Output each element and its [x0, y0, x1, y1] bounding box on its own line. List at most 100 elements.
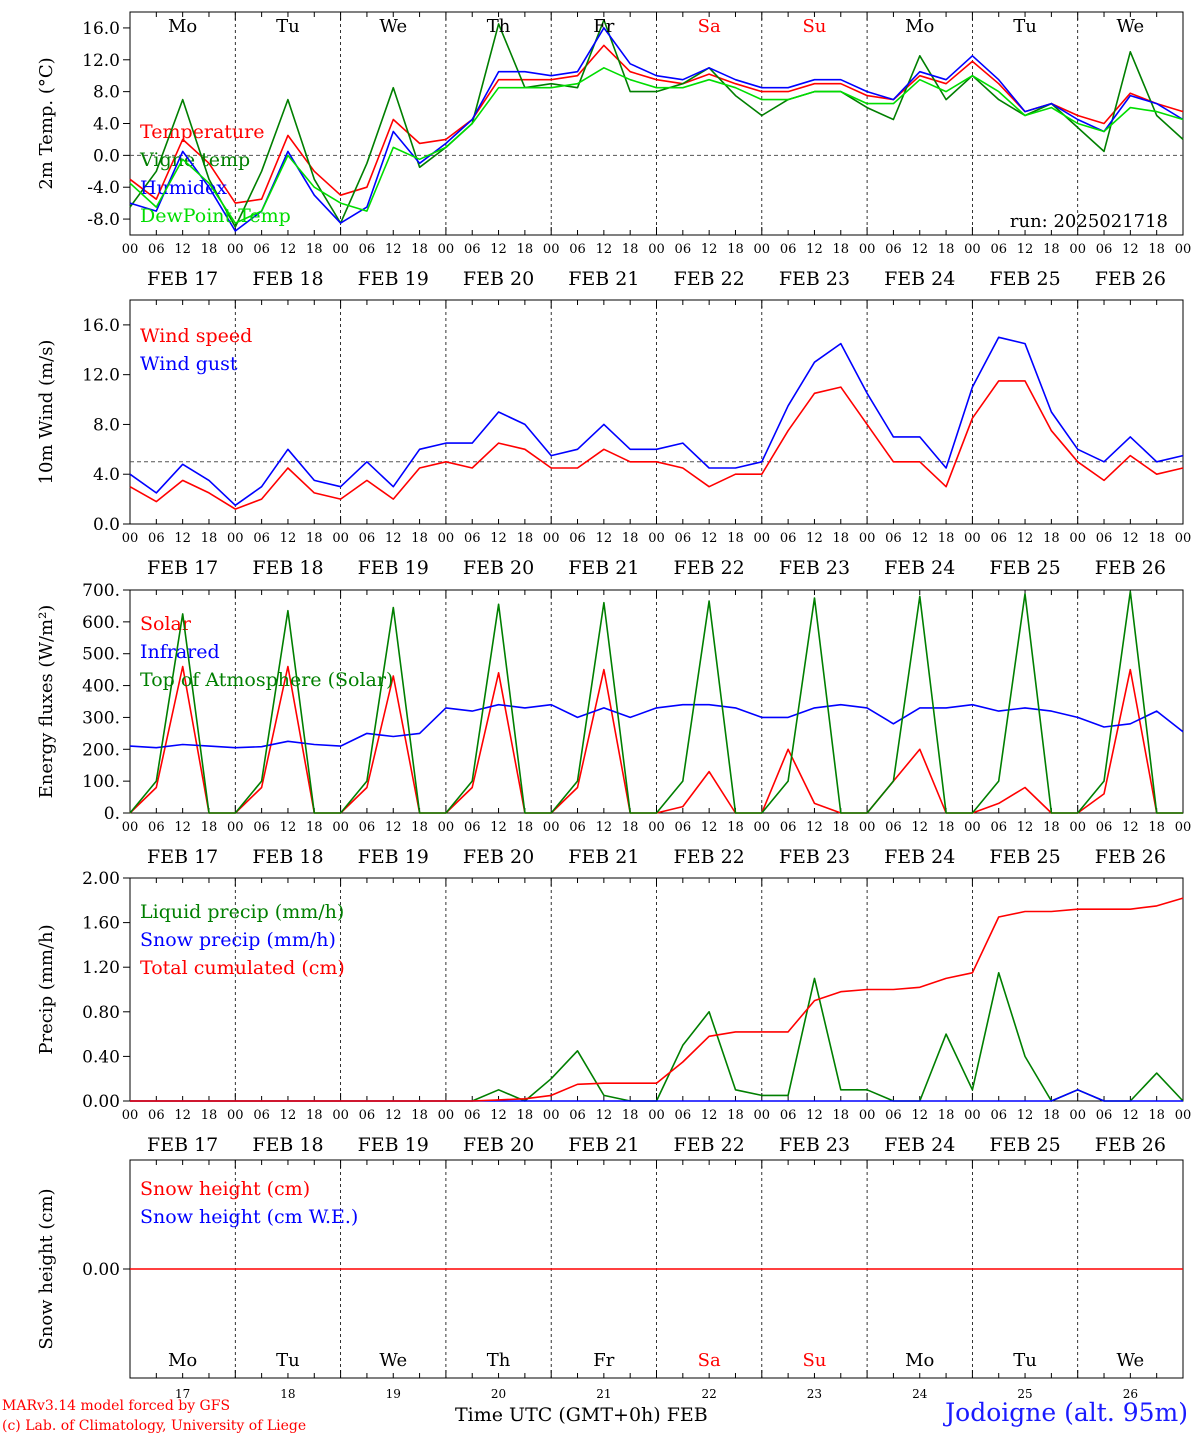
x-hour-label: 00 — [122, 1108, 139, 1123]
x-hour-label: 06 — [359, 1108, 376, 1123]
x-hour-label: 18 — [201, 1108, 218, 1123]
x-date-label: FEB 22 — [674, 1134, 745, 1156]
x-hour-label: 06 — [885, 1108, 902, 1123]
x-hour-label: 06 — [990, 531, 1007, 546]
x-hour-label: 00 — [648, 242, 665, 257]
x-hour-label: 00 — [332, 242, 349, 257]
x-hour-label: 00 — [859, 820, 876, 835]
x-hour-label: 12 — [806, 531, 823, 546]
x-hour-label: 00 — [1175, 531, 1192, 546]
x-hour-label: 12 — [280, 531, 297, 546]
x-hour-label: 18 — [938, 1108, 955, 1123]
x-hour-label: 00 — [964, 531, 981, 546]
x-date-label: FEB 17 — [147, 1134, 218, 1156]
legend-entry: Liquid precip (mm/h) — [140, 901, 344, 923]
x-hour-label: 12 — [385, 242, 402, 257]
x-hour-label: 06 — [148, 820, 165, 835]
x-hour-label: 00 — [332, 531, 349, 546]
x-hour-label: 18 — [306, 820, 323, 835]
x-hour-label: 12 — [1017, 820, 1034, 835]
x-hour-label: 00 — [438, 820, 455, 835]
x-hour-label: 00 — [754, 242, 771, 257]
y-tick-label: 8.0 — [93, 83, 120, 103]
y-tick-label: 12.0 — [82, 51, 120, 71]
x-hour-label: 00 — [859, 1108, 876, 1123]
day-number-label: 26 — [1123, 1387, 1138, 1398]
series-line — [129, 44, 1184, 204]
x-hour-label: 06 — [569, 531, 586, 546]
x-hour-label: 06 — [464, 1108, 481, 1123]
x-hour-label: 00 — [543, 242, 560, 257]
x-date-label: FEB 18 — [252, 557, 323, 579]
weekday-label: Mo — [905, 16, 934, 37]
x-hour-label: 00 — [648, 531, 665, 546]
x-hour-label: 06 — [1096, 1108, 1113, 1123]
series-line — [129, 590, 1183, 814]
y-tick-label: 0.40 — [82, 1047, 120, 1067]
x-hour-label: 06 — [253, 242, 270, 257]
panel-frame — [129, 589, 1184, 814]
x-hour-label: 12 — [1017, 242, 1034, 257]
x-date-label: FEB 18 — [252, 1134, 323, 1156]
x-hour-label: 12 — [806, 1108, 823, 1123]
x-hour-label: 06 — [885, 531, 902, 546]
x-hour-label: 18 — [1043, 1108, 1060, 1123]
y-tick-label: 0.0 — [93, 515, 120, 535]
x-hour-label: 00 — [543, 1108, 560, 1123]
x-hour-label: 18 — [938, 531, 955, 546]
day-number-label: 21 — [596, 1387, 611, 1398]
x-hour-label: 12 — [911, 820, 928, 835]
x-hour-label: 18 — [833, 1108, 850, 1123]
y-tick-label: 4.0 — [93, 115, 120, 135]
x-hour-label: 12 — [385, 1108, 402, 1123]
x-hour-label: 12 — [490, 531, 507, 546]
x-hour-label: 12 — [1122, 820, 1139, 835]
x-hour-label: 06 — [148, 1108, 165, 1123]
x-date-label: FEB 21 — [568, 846, 639, 868]
series-line — [129, 27, 1184, 232]
weekday-label: Tu — [276, 16, 300, 37]
weekday-label: Fr — [593, 16, 614, 37]
panel-frame — [129, 11, 1184, 236]
legend-entry: Solar — [140, 613, 192, 635]
x-date-label: FEB 24 — [884, 268, 955, 290]
x-date-label: FEB 20 — [463, 846, 534, 868]
x-hour-label: 18 — [411, 1108, 428, 1123]
y-tick-label: 1.60 — [82, 914, 120, 934]
x-hour-label: 00 — [438, 242, 455, 257]
time-axis-label: Time UTC (GMT+0h) — [455, 1404, 661, 1426]
x-hour-label: 00 — [964, 820, 981, 835]
x-hour-label: 00 — [1069, 531, 1086, 546]
series-line — [130, 897, 1184, 1102]
x-hour-label: 06 — [990, 242, 1007, 257]
y-tick-label: 600. — [82, 613, 120, 633]
x-hour-label: 18 — [622, 242, 639, 257]
x-hour-label: 18 — [1148, 820, 1165, 835]
x-hour-label: 18 — [411, 242, 428, 257]
x-hour-label: 00 — [859, 242, 876, 257]
weekday-label: Th — [487, 1350, 511, 1371]
x-hour-label: 18 — [201, 531, 218, 546]
y-axis-label: Snow height (cm) — [36, 1188, 57, 1349]
x-date-label: FEB 23 — [779, 1134, 850, 1156]
x-date-label: FEB 18 — [252, 846, 323, 868]
x-hour-label: 12 — [174, 242, 191, 257]
run-annotation: run: 2025021718 — [1010, 211, 1168, 232]
x-hour-label: 00 — [227, 820, 244, 835]
x-hour-label: 06 — [464, 820, 481, 835]
x-hour-label: 12 — [174, 531, 191, 546]
y-tick-label: 0.0 — [93, 146, 120, 166]
x-date-label: FEB 19 — [358, 268, 429, 290]
x-hour-label: 12 — [701, 1108, 718, 1123]
y-axis-label: Precip (mm/h) — [36, 924, 57, 1054]
y-tick-label: 700. — [82, 581, 120, 601]
x-hour-label: 18 — [727, 820, 744, 835]
y-tick-label: 500. — [82, 645, 120, 665]
y-tick-label: 2.00 — [82, 869, 120, 889]
x-date-label: FEB 26 — [1095, 557, 1166, 579]
x-date-label: FEB 24 — [884, 1134, 955, 1156]
x-hour-label: 00 — [964, 1108, 981, 1123]
x-hour-label: 06 — [885, 242, 902, 257]
x-hour-label: 06 — [569, 242, 586, 257]
x-hour-label: 00 — [754, 531, 771, 546]
